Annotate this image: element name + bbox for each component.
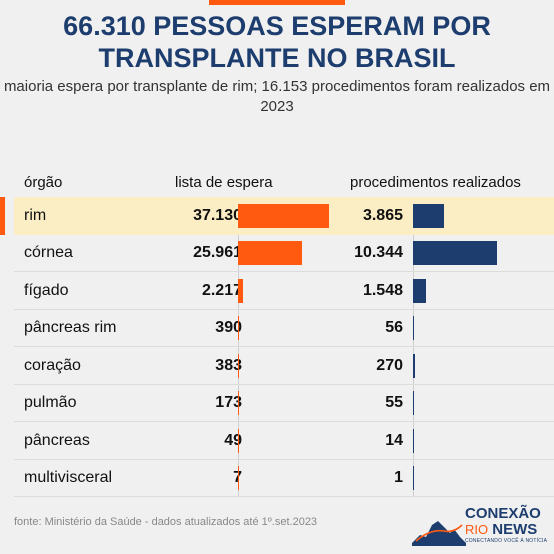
procedures-bar [413,353,416,378]
procedures-value-label: 270 [376,356,403,374]
table-row: pâncreas 49 14 [14,422,554,460]
procedures-axis-line [413,197,414,497]
procedures-bar [413,391,414,416]
waiting-bar [238,203,329,228]
waiting-bar [238,466,239,491]
waiting-bar [238,391,239,416]
row-divider [14,458,554,460]
procedures-value-label: 10.344 [354,244,403,262]
organ-label: rim [24,206,47,224]
procedures-bar [413,316,414,341]
header-waiting-list: lista de espera [175,174,273,191]
logo-tagline: CONECTANDO VOCÊ À NOTÍCIA [465,538,548,544]
procedures-bar [413,466,414,491]
logo-rio: RIO [465,522,489,537]
table-row: coração 383 270 [14,347,554,385]
row-divider [14,346,554,347]
waiting-value-label: 173 [215,394,242,412]
procedures-bar [413,278,426,303]
table-row: pâncreas rim 390 56 [14,310,554,347]
organ-label: coração [24,356,81,374]
waiting-bar [238,428,239,453]
waiting-value-label: 383 [215,356,242,374]
brand-logo: CONEXÃO RIO NEWS CONECTANDO VOCÊ À NOTÍC… [410,503,550,549]
waiting-value-label: 2.217 [201,281,242,299]
organ-label: pâncreas [24,431,90,449]
waiting-bar [238,241,302,266]
page-title: 66.310 PESSOAS ESPERAM POR TRANSPLANTE N… [63,11,491,73]
header-procedures: procedimentos realizados [350,174,521,191]
logo-name: CONEXÃO [465,505,541,522]
table-row: multivisceral 7 1 [14,460,554,498]
table-row: pulmão 173 55 [14,385,554,422]
organ-label: pulmão [24,394,77,412]
row-divider [14,308,554,310]
organ-label: multivisceral [24,469,113,487]
row-divider [14,271,554,272]
procedures-value-label: 56 [385,319,403,337]
procedures-bar [413,428,414,453]
waiting-value-label: 37.130 [193,206,242,224]
organ-label: fígado [24,281,69,299]
header-organ: órgão [24,174,63,191]
table-header: órgão lista de espera procedimentos real… [0,174,554,194]
procedures-bar [413,203,445,228]
procedures-value-label: 55 [385,394,403,412]
waiting-value-label: 390 [215,319,242,337]
row-divider [14,383,554,385]
data-table: rim 37.130 3.865 córnea 25.961 10.344 fígado 2.… [0,197,554,498]
waiting-value-label: 49 [224,431,242,449]
logo-news: NEWS [492,521,538,538]
waiting-value-label: 7 [154,460,242,498]
procedures-value-label: 3.865 [362,206,403,224]
procedures-bar [413,241,497,266]
table-row: córnea 25.961 10.344 [14,235,554,272]
page-subtitle: maioria espera por transplante de rim; 1… [3,78,551,115]
table-row: rim 37.130 3.865 [0,197,554,235]
procedures-value-label: 1.548 [362,281,403,299]
organ-label: pâncreas rim [24,319,117,337]
procedures-value-label: 14 [385,431,403,449]
top-accent-bar [209,0,345,5]
row-divider [14,496,554,497]
waiting-value-label: 25.961 [193,244,242,262]
procedures-value-label: 1 [394,469,403,487]
waiting-bar [238,353,239,378]
waiting-axis-line [238,197,239,497]
organ-label: córnea [24,244,73,262]
logo-text: CONEXÃO RIO NEWS [465,506,541,538]
waiting-bar [238,278,244,303]
sugarloaf-mountain-icon [412,521,466,546]
source-note: fonte: Ministério da Saúde - dados atual… [14,516,318,528]
table-row: fígado 2.217 1.548 [14,272,554,310]
row-divider [14,421,554,422]
waiting-bar [238,316,239,341]
